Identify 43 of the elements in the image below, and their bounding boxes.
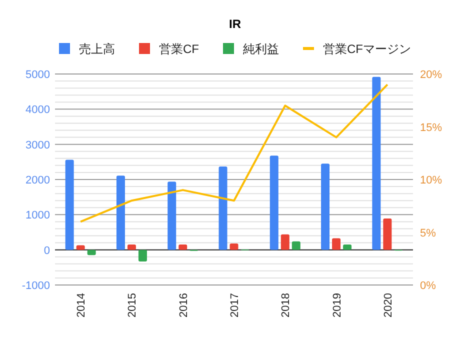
- x-tick-label: 2018: [280, 293, 292, 318]
- bar: [87, 250, 96, 256]
- bar: [280, 234, 290, 250]
- legend-label: 営業CF: [159, 42, 199, 56]
- bar: [321, 164, 330, 250]
- bar: [270, 156, 278, 250]
- bar: [116, 176, 125, 250]
- bar: [343, 244, 352, 250]
- x-tick-label: 2014: [76, 293, 88, 318]
- y2-tick-label: 10%: [420, 174, 442, 186]
- x-tick-label: 2019: [331, 293, 344, 318]
- legend-label: 売上高: [79, 42, 115, 56]
- y-tick-label: 5000: [26, 69, 50, 81]
- y2-tick-label: 0%: [420, 280, 436, 292]
- legend-label: 営業CFマージン: [323, 42, 411, 56]
- chart-title: IR: [229, 17, 242, 31]
- bar: [178, 244, 188, 250]
- x-tick-label: 2016: [178, 293, 190, 318]
- bar: [218, 166, 228, 250]
- y-tick-label: -1000: [22, 280, 50, 292]
- line-series: [80, 84, 388, 223]
- x-tick-label: 2020: [382, 293, 394, 318]
- y-tick-label: 3000: [26, 139, 50, 152]
- y2-tick-label: 5%: [420, 227, 436, 240]
- legend-label: 純利益: [243, 42, 279, 56]
- y2-tick-label: 20%: [420, 69, 442, 81]
- bar: [76, 245, 85, 250]
- x-tick-label: 2015: [126, 293, 139, 318]
- bar: [332, 238, 341, 250]
- bar: [372, 76, 381, 250]
- bar: [383, 218, 392, 250]
- x-tick-label: 2017: [229, 293, 241, 318]
- y-tick-label: 4000: [26, 104, 50, 116]
- bar: [292, 241, 300, 250]
- y-tick-label: 1000: [26, 210, 50, 222]
- bar: [168, 182, 176, 250]
- bar: [127, 244, 136, 250]
- bar: [65, 160, 74, 250]
- bar: [138, 250, 147, 262]
- y2-tick-label: 15%: [420, 122, 442, 134]
- y-tick-label: 2000: [26, 174, 50, 186]
- y-tick-label: 0: [44, 244, 50, 257]
- bar: [230, 244, 238, 250]
